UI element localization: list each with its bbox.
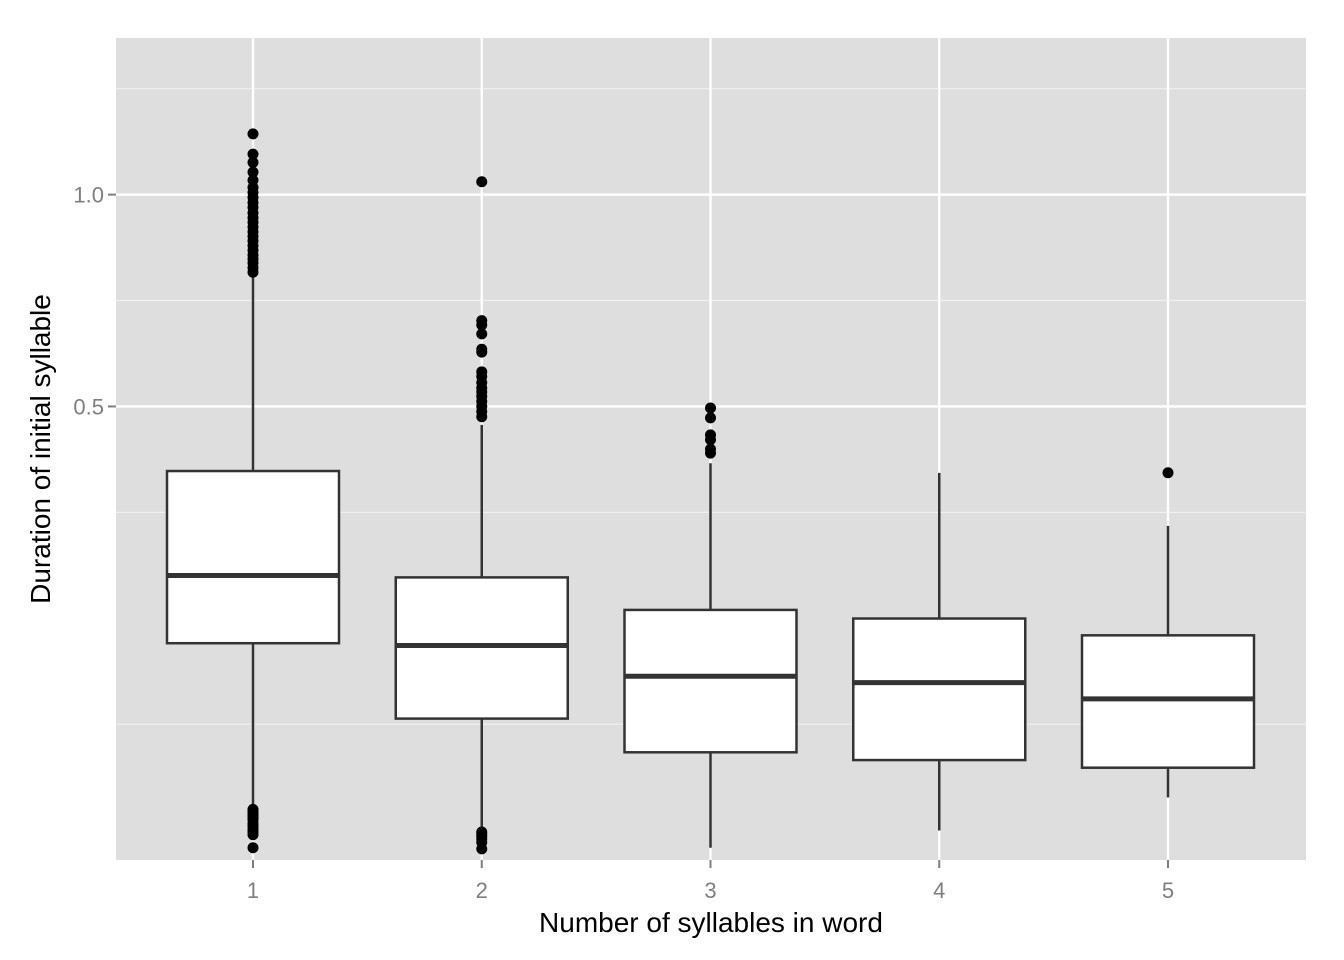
box-group-5 [1080, 467, 1256, 798]
x-tick-label: 1 [247, 878, 259, 903]
outlier-point [476, 411, 488, 423]
outlier-point [247, 156, 259, 168]
outlier-point [1162, 467, 1174, 479]
outlier-point [476, 346, 488, 358]
outlier-point [247, 829, 259, 841]
x-axis-title: Number of syllables in word [539, 907, 883, 938]
box [852, 617, 1027, 762]
outlier-point [247, 266, 259, 278]
outlier-point [476, 319, 488, 331]
x-tick-label: 2 [476, 878, 488, 903]
outlier-point [476, 176, 488, 188]
outlier-point [705, 434, 716, 446]
box-group-3 [623, 402, 798, 848]
outlier-point [705, 412, 716, 424]
y-axis: 0.5 1.0 [73, 183, 116, 419]
box [1080, 634, 1256, 769]
x-tick-label: 3 [704, 878, 716, 903]
outlier-point [476, 843, 488, 855]
box [165, 469, 341, 645]
box-series [165, 128, 1256, 855]
box-group-4 [852, 472, 1027, 831]
outlier-point [247, 166, 259, 178]
x-tick-label: 4 [933, 878, 945, 903]
outlier-point [247, 128, 259, 140]
outlier-point [705, 402, 716, 414]
x-tick-label: 5 [1162, 878, 1174, 903]
box-group-1 [165, 128, 341, 854]
outlier-point [247, 842, 259, 854]
box-group-2 [394, 176, 569, 855]
y-axis-title: Duration of initial syllable [25, 294, 56, 604]
y-tick-label: 0.5 [73, 394, 104, 419]
box [623, 608, 798, 754]
outlier-point [247, 148, 259, 160]
x-axis: 1 2 3 4 5 [247, 860, 1174, 903]
y-tick-label: 1.0 [73, 183, 104, 208]
outlier-point [705, 447, 716, 459]
outlier-point [476, 328, 488, 340]
